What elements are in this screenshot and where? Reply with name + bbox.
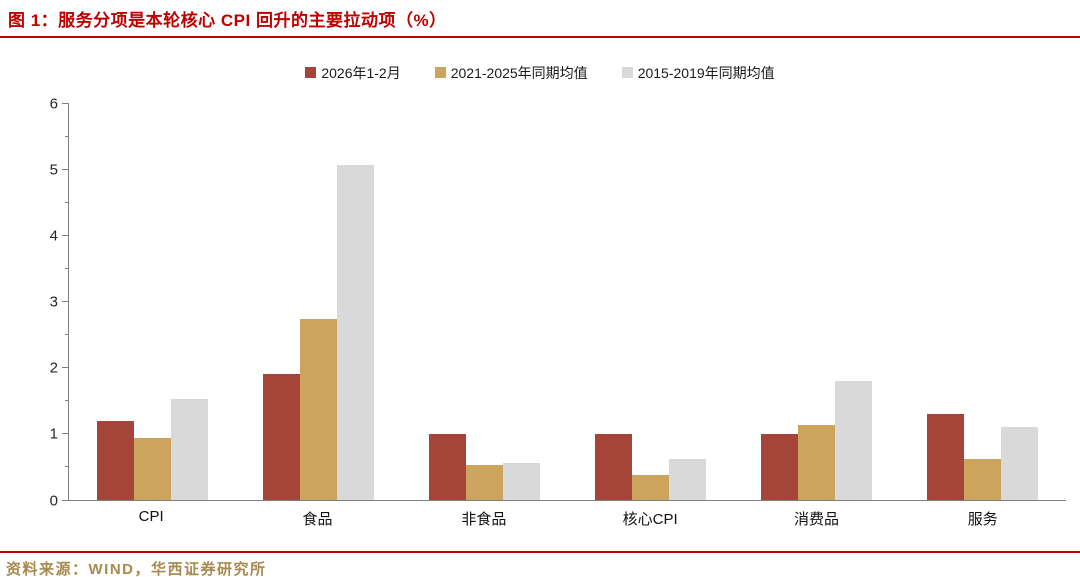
legend-item-2: 2015-2019年同期均值 — [621, 63, 775, 83]
y-axis-tick-label: 6 — [49, 95, 58, 112]
y-axis-major-tick — [62, 234, 69, 236]
bar — [133, 438, 171, 500]
x-axis-label: CPI — [138, 508, 164, 525]
chart-legend: 2026年1-2月 2021-2025年同期均值 2015-2019年同期均值 — [0, 64, 1080, 81]
figure-header: 图 1：服务分项是本轮核心 CPI 回升的主要拉动项（%） — [0, 0, 1080, 38]
bar — [465, 464, 503, 500]
y-axis-major-tick — [62, 367, 69, 369]
bar — [262, 374, 300, 500]
legend-item-0: 2026年1-2月 — [305, 63, 401, 83]
x-axis-label: 消费品 — [793, 511, 839, 528]
y-axis-minor-tick — [65, 267, 69, 269]
bar-chart: 0 1 2 3 4 5 6 CPI 食品 非食品 核心CPI 消费品 服务 — [0, 95, 1066, 529]
y-axis-tick-label: 0 — [49, 492, 58, 509]
y-axis-major-tick — [62, 499, 69, 501]
x-axis-label: 服务 — [967, 511, 998, 528]
bar — [502, 462, 540, 500]
bar-group-2 — [401, 103, 567, 500]
y-axis-minor-tick — [65, 400, 69, 402]
bar — [428, 433, 466, 500]
bar — [669, 458, 707, 500]
bar — [299, 318, 337, 500]
x-axis-label: 食品 — [302, 511, 333, 528]
bar-group-1 — [235, 103, 401, 500]
y-axis-major-tick — [62, 301, 69, 302]
bar — [170, 399, 208, 500]
legend-marker-icon — [434, 67, 446, 78]
legend-label: 2026年1-2月 — [321, 64, 401, 81]
legend-label: 2015-2019年同期均值 — [637, 64, 775, 81]
y-axis-tick-label: 4 — [49, 227, 58, 245]
bar-group-5 — [900, 103, 1066, 500]
plot-area: 0 1 2 3 4 5 6 — [50, 95, 1066, 509]
y-axis-major-tick — [62, 168, 69, 170]
bar — [632, 474, 670, 500]
x-axis-labels: CPI 食品 非食品 核心CPI 消费品 服务 — [68, 501, 1066, 529]
bar-group-0 — [69, 103, 235, 500]
y-axis-minor-tick — [65, 135, 69, 137]
source-note: 资料来源：WIND，华西证券研究所 — [6, 561, 267, 577]
bar — [927, 413, 965, 500]
bar — [761, 433, 799, 500]
y-axis-minor-tick — [65, 201, 69, 203]
y-axis-tick-label: 3 — [49, 293, 58, 311]
y-axis-major-tick — [62, 102, 69, 104]
bar — [964, 458, 1002, 500]
figure-title: 图 1：服务分项是本轮核心 CPI 回升的主要拉动项（%） — [8, 11, 447, 30]
legend-label: 2021-2025年同期均值 — [450, 64, 588, 81]
y-axis-tick-label: 2 — [49, 359, 58, 377]
x-axis-label: 核心CPI — [622, 511, 678, 528]
legend-marker-icon — [621, 67, 633, 78]
bar — [835, 380, 873, 500]
legend-item-1: 2021-2025年同期均值 — [434, 63, 588, 83]
figure-footer: 资料来源：WIND，华西证券研究所 — [0, 551, 1080, 577]
y-axis-minor-tick — [65, 466, 69, 468]
bar — [798, 424, 836, 500]
bar-group-3 — [568, 103, 734, 500]
legend-marker-icon — [305, 67, 317, 78]
bar — [336, 164, 374, 500]
bar — [595, 433, 633, 500]
bar — [96, 420, 134, 500]
y-axis-minor-tick — [65, 334, 69, 336]
x-axis-label: 非食品 — [461, 511, 507, 528]
bar-group-4 — [734, 103, 900, 500]
y-axis-tick-label: 1 — [49, 425, 58, 443]
y-axis-tick-label: 5 — [49, 161, 58, 179]
bar — [1001, 427, 1039, 500]
y-axis-major-tick — [62, 433, 69, 435]
